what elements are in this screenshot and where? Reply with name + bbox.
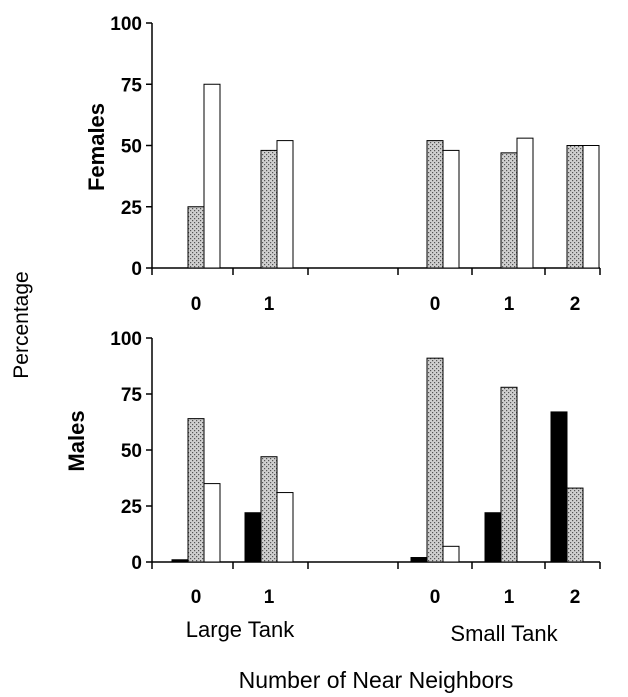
shared-y-axis-label: Percentage [10,271,33,378]
bar-white-1 [276,140,294,269]
x-tick-label: 0 [430,294,441,315]
bar-black-1 [244,512,262,563]
y-tick-label: 100 [110,14,142,35]
bar-white-1 [276,492,294,563]
x-tick-label: 1 [264,587,275,608]
y-tick-label: 75 [121,385,143,406]
y-tick-label: 50 [121,441,142,462]
x-tick-label: 2 [570,587,581,608]
bar-stippled-1 [260,149,278,269]
bar-stippled-3 [500,152,518,269]
x-axis-label: Number of Near Neighbors [239,667,514,693]
y-tick-label: 25 [121,497,143,518]
x-tick-label: 0 [191,294,202,315]
x-tick-label: 2 [570,294,581,315]
bar-stippled-1 [260,456,278,563]
y-tick-label: 50 [121,137,142,158]
x-tick-label: 1 [504,294,515,315]
large-tank-label: Large Tank [186,617,295,642]
bar-white-0 [203,483,221,563]
y-tick-label: 100 [110,329,142,350]
bar-white-3 [516,137,534,269]
x-tick-label: 0 [191,587,202,608]
bar-white-2 [442,149,460,269]
bar-black-2 [410,557,428,563]
females-panel-label: Females [84,103,109,191]
bar-white-0 [203,83,221,269]
males-chart: 0 25 50 75 100 0 1 0 1 2 [110,329,601,608]
bar-stippled-4 [566,487,584,563]
bar-stippled-4 [566,145,584,269]
x-tick-label: 1 [264,294,275,315]
bar-black-0 [171,559,189,563]
bar-white-4 [582,145,600,269]
y-tick-label: 25 [121,198,143,219]
females-chart: 0 25 50 75 100 0 1 0 1 2 [110,14,601,315]
y-tick-label: 75 [121,75,143,96]
bar-white-2 [442,545,460,563]
bar-stippled-2 [426,357,444,563]
bar-black-3 [484,512,502,563]
bar-stippled-2 [426,140,444,269]
y-tick-label: 0 [131,259,142,280]
bar-stippled-0 [187,206,205,269]
small-tank-label: Small Tank [450,621,558,646]
bar-stippled-0 [187,418,205,563]
bar-stippled-3 [500,386,518,563]
x-tick-label: 1 [504,587,515,608]
y-tick-label: 0 [131,553,142,574]
bar-black-4 [550,411,568,563]
males-panel-label: Males [64,410,89,471]
x-tick-label: 0 [430,587,441,608]
